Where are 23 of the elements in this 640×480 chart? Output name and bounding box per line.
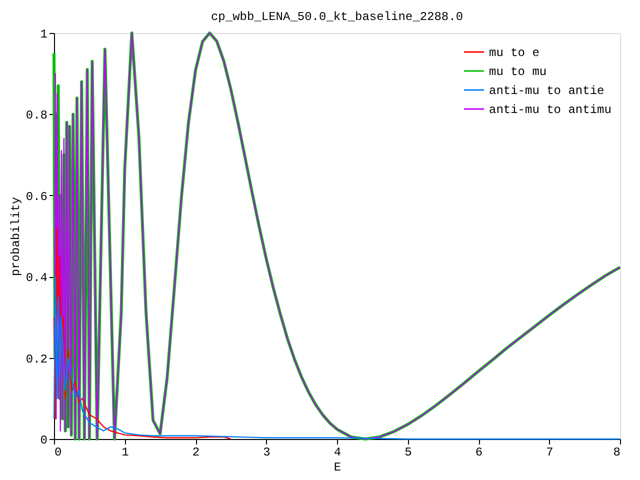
y-tick-label: 0.4 [26,271,48,286]
line-series [53,227,232,440]
y-tick-label: 0 [40,434,48,448]
x-tick-label: 7 [546,446,554,460]
legend-label: anti-mu to antimu [489,103,612,117]
x-tick-label: 6 [475,446,483,460]
legend-label: anti-mu to antie [489,84,604,98]
x-tick-label: 0 [54,446,62,460]
x-tick-label: 4 [334,446,342,460]
legend-label: mu to mu [489,65,547,79]
x-tick-label: 5 [404,446,412,460]
legend-label: mu to e [489,46,540,60]
x-tick-label: 2 [192,446,200,460]
y-tick-label: 0.2 [26,352,48,366]
y-tick-label: 0.6 [26,190,48,204]
x-axis-title: E [334,460,342,474]
x-tick-label: 1 [122,446,129,460]
chart-title: cp_wbb_LENA_50.0_kt_baseline_2288.0 [210,10,464,24]
x-tick-label: 8 [613,446,620,460]
y-tick-label: 0.8 [26,108,48,123]
y-axis-title: probability [8,196,23,276]
y-tick-label: 1 [40,28,48,42]
x-tick-label: 3 [263,446,270,460]
